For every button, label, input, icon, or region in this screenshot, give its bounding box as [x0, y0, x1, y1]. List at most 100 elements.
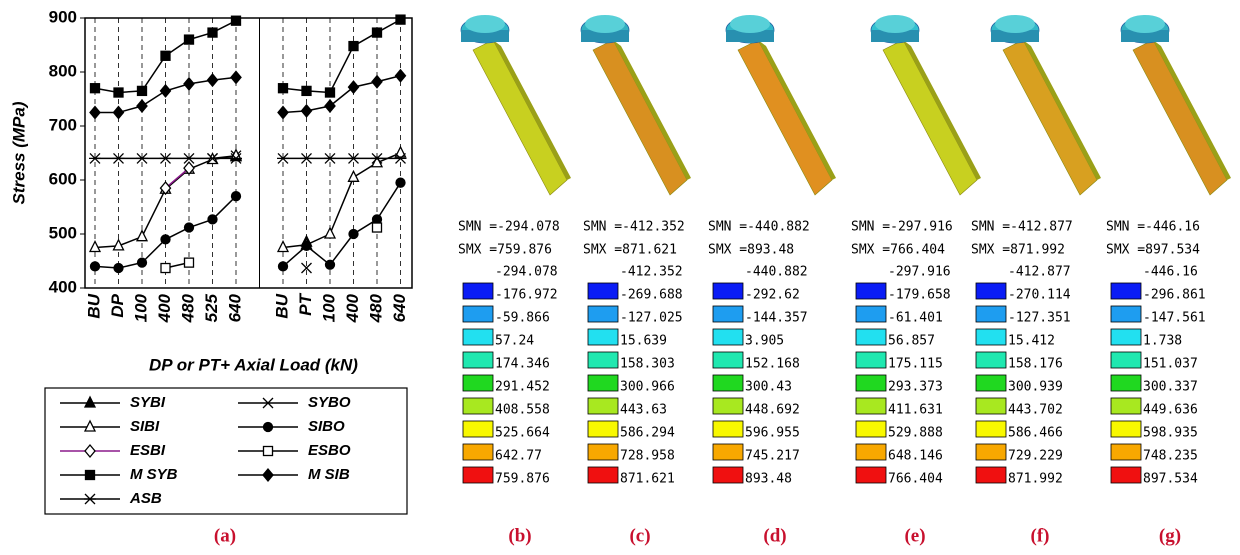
contour-level: 300.939 — [1008, 380, 1063, 395]
contour-swatch — [463, 306, 493, 322]
contour-level: -147.561 — [1143, 311, 1206, 326]
contour-level: 449.636 — [1143, 403, 1198, 418]
contour-level: -61.401 — [888, 311, 943, 326]
marker — [185, 223, 194, 232]
contour-level: 525.664 — [495, 426, 550, 441]
contour-level: -59.866 — [495, 311, 550, 326]
y-tick-label: 600 — [49, 169, 77, 188]
contour-level: -446.16 — [1143, 265, 1198, 280]
legend-label: SIBI — [130, 418, 160, 435]
contour-level: -292.62 — [745, 288, 800, 303]
contour-swatch — [588, 306, 618, 322]
marker — [86, 471, 95, 480]
contour-level: -440.882 — [745, 265, 808, 280]
contour-level: 759.876 — [495, 472, 550, 487]
contour-level: 443.63 — [620, 403, 667, 418]
contour-swatch — [856, 306, 886, 322]
legend-label: M SYB — [130, 466, 178, 483]
y-tick-label: 400 — [49, 277, 77, 296]
contour-swatch — [713, 352, 743, 368]
contour-swatch — [713, 375, 743, 391]
panel-label: (d) — [763, 525, 786, 546]
smx-label: SMX =893.48 — [708, 243, 794, 258]
contour-level: 408.558 — [495, 403, 550, 418]
legend-label: SYBO — [308, 394, 351, 411]
x-tick-label: 100 — [131, 293, 150, 322]
contour-level: 151.037 — [1143, 357, 1198, 372]
contour-swatch — [588, 329, 618, 345]
contour-swatch — [976, 283, 1006, 299]
contour-level: 57.24 — [495, 334, 534, 349]
contour-level: -412.352 — [620, 265, 683, 280]
smn-label: SMN =-446.16 — [1106, 220, 1200, 235]
marker — [91, 84, 100, 93]
contour-swatch — [976, 444, 1006, 460]
contour-swatch — [1111, 398, 1141, 414]
contour-level: 766.404 — [888, 472, 943, 487]
marker — [208, 215, 217, 224]
marker — [114, 264, 123, 273]
marker — [396, 178, 405, 187]
contour-swatch — [856, 283, 886, 299]
contour-swatch — [856, 398, 886, 414]
contour-swatch — [856, 375, 886, 391]
contour-level: 158.176 — [1008, 357, 1063, 372]
contour-level: 3.905 — [745, 334, 784, 349]
contour-level: 293.373 — [888, 380, 943, 395]
contour-level: 152.168 — [745, 357, 800, 372]
smn-label: SMN =-294.078 — [458, 220, 560, 235]
contour-swatch — [1111, 352, 1141, 368]
contour-level: 15.412 — [1008, 334, 1055, 349]
x-tick-label: 480 — [178, 293, 197, 323]
contour-level: 411.631 — [888, 403, 943, 418]
contour-level: -296.861 — [1143, 288, 1206, 303]
contour-swatch — [976, 467, 1006, 483]
legend-label: M SIB — [308, 466, 350, 483]
marker — [349, 230, 358, 239]
contour-level: 300.43 — [745, 380, 792, 395]
fea-cap-top — [585, 15, 625, 33]
contour-level: 745.217 — [745, 449, 800, 464]
contour-swatch — [463, 444, 493, 460]
contour-swatch — [1111, 467, 1141, 483]
x-tick-label: DP — [108, 293, 127, 317]
contour-level: 443.702 — [1008, 403, 1063, 418]
y-tick-label: 800 — [49, 61, 77, 80]
panel-label: (c) — [629, 525, 650, 546]
marker — [232, 16, 241, 25]
contour-swatch — [1111, 444, 1141, 460]
marker — [138, 258, 147, 267]
contour-swatch — [976, 398, 1006, 414]
marker — [264, 423, 273, 432]
contour-level: 300.966 — [620, 380, 675, 395]
contour-level: 897.534 — [1143, 472, 1198, 487]
contour-swatch — [976, 421, 1006, 437]
marker — [232, 192, 241, 201]
x-tick-label: 640 — [225, 293, 244, 322]
legend-label: SIBO — [308, 418, 345, 435]
marker — [161, 264, 170, 273]
smx-label: SMX =759.876 — [458, 243, 552, 258]
x-tick-label: 525 — [202, 293, 221, 322]
contour-swatch — [588, 398, 618, 414]
x-tick-label: PT — [296, 292, 315, 315]
contour-swatch — [713, 467, 743, 483]
contour-swatch — [1111, 375, 1141, 391]
contour-swatch — [588, 421, 618, 437]
contour-level: 648.146 — [888, 449, 943, 464]
contour-level: 748.235 — [1143, 449, 1198, 464]
marker — [208, 28, 217, 37]
legend-label: ESBI — [130, 442, 166, 459]
legend-label: SYBI — [130, 394, 166, 411]
contour-level: 598.935 — [1143, 426, 1198, 441]
smx-label: SMX =871.621 — [583, 243, 677, 258]
fea-cap-top — [1125, 15, 1165, 33]
contour-level: 158.303 — [620, 357, 675, 372]
x-axis-label: DP or PT+ Axial Load (kN) — [149, 355, 358, 374]
smn-label: SMN =-440.882 — [708, 220, 810, 235]
contour-swatch — [713, 421, 743, 437]
smn-label: SMN =-297.916 — [851, 220, 953, 235]
contour-level: 174.346 — [495, 357, 550, 372]
smn-label: SMN =-412.352 — [583, 220, 685, 235]
marker — [185, 258, 194, 267]
